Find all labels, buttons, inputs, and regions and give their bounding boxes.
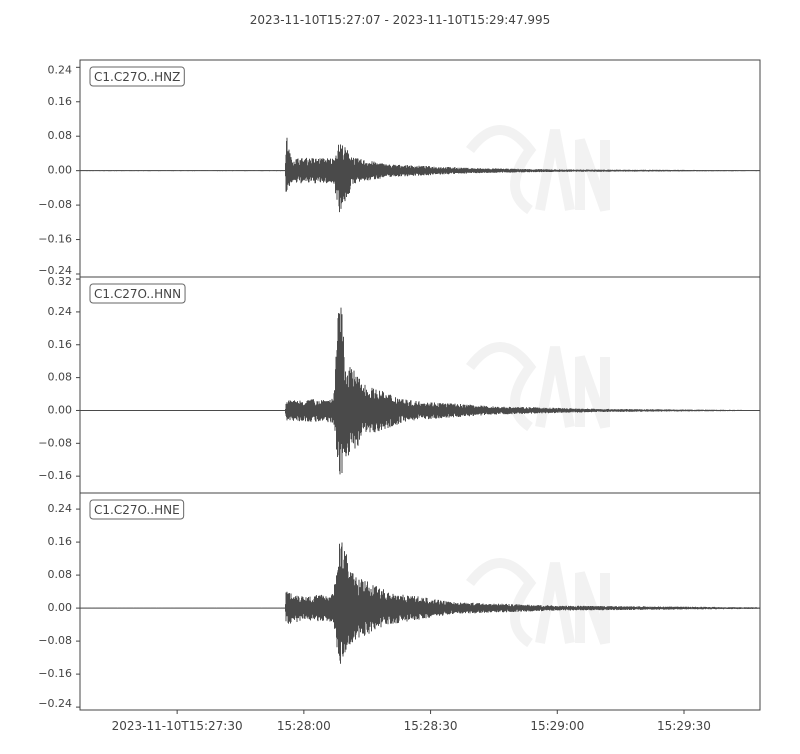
chart-title: 2023-11-10T15:27:07 - 2023-11-10T15:29:4… — [249, 13, 551, 27]
x-tick-label: 15:29:00 — [530, 719, 584, 733]
y-tick-label: 0.24 — [48, 502, 73, 515]
watermark-logo — [466, 342, 610, 432]
y-tick-label: 0.08 — [48, 129, 73, 142]
x-tick-label: 15:29:30 — [657, 719, 711, 733]
channel-label: C1.C27O..HNE — [94, 503, 180, 517]
y-tick-label: 0.08 — [48, 568, 73, 581]
y-tick-label: −0.24 — [38, 697, 72, 710]
waveform-trace — [79, 542, 761, 664]
channel-label: C1.C27O..HNZ — [94, 70, 180, 84]
waveform-trace — [79, 307, 761, 475]
x-tick-label: 15:28:30 — [404, 719, 458, 733]
y-tick-label: −0.16 — [38, 233, 72, 246]
y-tick-label: 0.32 — [48, 275, 73, 288]
channel-label-box — [89, 66, 185, 87]
panel-frame — [79, 276, 761, 494]
watermark-logo — [466, 125, 610, 215]
watermark-logo — [466, 558, 610, 648]
waveform-trace — [79, 137, 761, 213]
y-tick-label: 0.16 — [48, 535, 73, 548]
y-tick-label: −0.08 — [38, 634, 72, 647]
x-tick-label: 15:28:00 — [277, 719, 331, 733]
channel-label-box — [89, 283, 186, 304]
y-tick-label: −0.16 — [38, 667, 72, 680]
y-tick-label: 0.00 — [48, 601, 73, 614]
channel-label-box — [89, 499, 185, 520]
y-tick-label: −0.16 — [38, 469, 72, 482]
x-tick-label: 2023-11-10T15:27:30 — [112, 719, 243, 733]
y-tick-label: −0.08 — [38, 436, 72, 449]
y-tick-label: 0.24 — [48, 305, 73, 318]
channel-label: C1.C27O..HNN — [94, 287, 181, 301]
y-tick-label: −0.08 — [38, 198, 72, 211]
y-tick-label: 0.16 — [48, 338, 73, 351]
y-tick-label: 0.16 — [48, 95, 73, 108]
y-tick-label: −0.24 — [38, 264, 72, 277]
y-tick-label: 0.00 — [48, 164, 73, 177]
y-tick-label: 0.24 — [48, 63, 73, 76]
panel-frame — [79, 492, 761, 711]
y-tick-label: 0.08 — [48, 371, 73, 384]
y-tick-label: 0.00 — [48, 403, 73, 416]
